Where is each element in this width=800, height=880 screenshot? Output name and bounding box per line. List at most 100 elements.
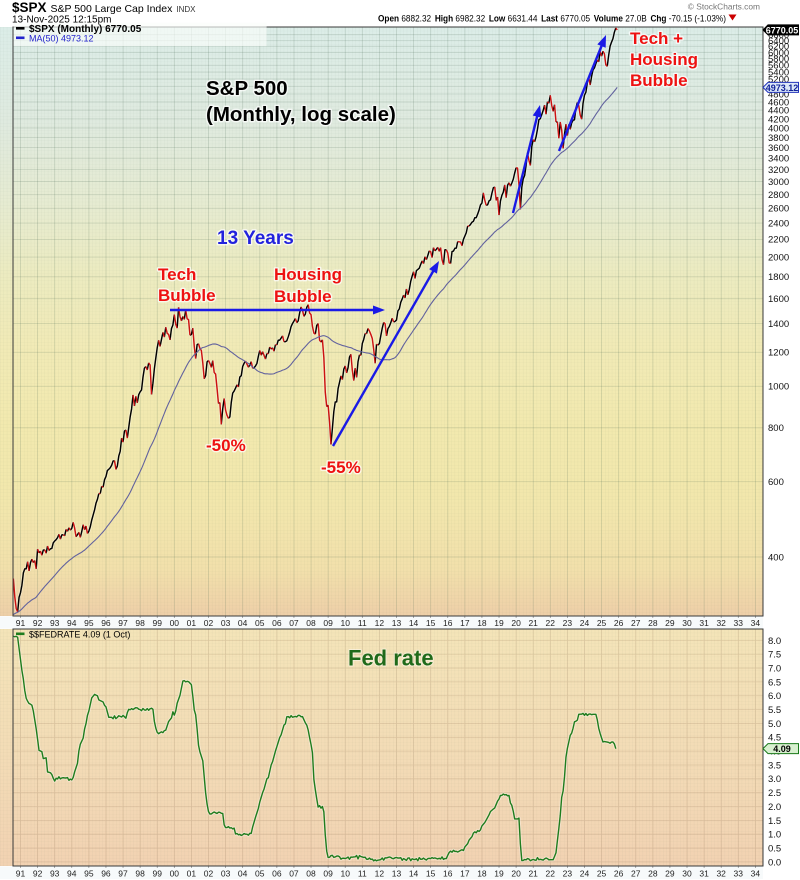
svg-text:7.5: 7.5 (768, 650, 781, 661)
svg-text:1000: 1000 (768, 382, 789, 393)
svg-text:97: 97 (118, 618, 128, 628)
svg-text:93: 93 (50, 618, 60, 628)
svg-text:3800: 3800 (768, 133, 789, 144)
svg-text:23: 23 (563, 618, 573, 628)
svg-text:4800: 4800 (768, 89, 789, 100)
svg-text:23: 23 (563, 869, 573, 879)
svg-text:97: 97 (118, 869, 128, 879)
svg-text:15: 15 (426, 869, 436, 879)
svg-text:6.5: 6.5 (768, 677, 781, 688)
svg-text:6.0: 6.0 (768, 691, 781, 702)
svg-text:800: 800 (768, 423, 784, 434)
svg-text:S&P 500: S&P 500 (206, 77, 288, 100)
svg-text:6400: 6400 (768, 36, 789, 47)
svg-text:3200: 3200 (768, 165, 789, 176)
svg-text:13: 13 (392, 618, 402, 628)
svg-text:6600: 6600 (768, 30, 789, 41)
svg-text:Fed rate: Fed rate (348, 646, 434, 671)
svg-text:00: 00 (170, 618, 180, 628)
svg-text:21: 21 (528, 869, 538, 879)
svg-text:22: 22 (546, 869, 556, 879)
svg-text:94: 94 (67, 618, 77, 628)
svg-text:18: 18 (477, 869, 487, 879)
svg-text:4400: 4400 (768, 106, 789, 117)
svg-text:3.0: 3.0 (768, 774, 781, 785)
svg-text:11: 11 (358, 618, 367, 628)
svg-text:22: 22 (546, 618, 556, 628)
svg-text:4000: 4000 (768, 123, 789, 134)
svg-text:1800: 1800 (768, 272, 789, 283)
svg-text:27: 27 (631, 618, 641, 628)
svg-text:2600: 2600 (768, 204, 789, 215)
svg-text:14: 14 (409, 618, 419, 628)
svg-text:04: 04 (238, 618, 248, 628)
svg-text:0.5: 0.5 (768, 843, 781, 854)
svg-text:03: 03 (221, 618, 231, 628)
svg-text:24: 24 (580, 869, 590, 879)
svg-text:6770.05: 6770.05 (766, 25, 799, 35)
svg-text:91: 91 (16, 618, 26, 628)
svg-text:03: 03 (221, 869, 231, 879)
svg-text:96: 96 (101, 618, 111, 628)
svg-text:600: 600 (768, 477, 784, 488)
svg-text:34: 34 (751, 869, 761, 879)
svg-text:6000: 6000 (768, 48, 789, 59)
svg-text:1.0: 1.0 (768, 830, 781, 841)
svg-text:18: 18 (477, 618, 487, 628)
svg-text:26: 26 (614, 618, 624, 628)
svg-text:1.5: 1.5 (768, 816, 781, 827)
svg-text:93: 93 (50, 869, 60, 879)
svg-text:96: 96 (101, 869, 111, 879)
svg-text:04: 04 (238, 869, 248, 879)
svg-text:5.5: 5.5 (768, 705, 781, 716)
svg-text:2400: 2400 (768, 219, 789, 230)
svg-text:34: 34 (751, 618, 761, 628)
svg-text:11: 11 (358, 869, 367, 879)
svg-text:0.0: 0.0 (768, 857, 781, 868)
svg-text:1600: 1600 (768, 294, 789, 305)
svg-text:15: 15 (426, 618, 436, 628)
svg-text:2000: 2000 (768, 252, 789, 263)
svg-text:6200: 6200 (768, 42, 789, 53)
svg-text:13-Nov-2025 12:15pm: 13-Nov-2025 12:15pm (12, 15, 112, 26)
svg-text:33: 33 (734, 869, 744, 879)
svg-text:20: 20 (511, 618, 521, 628)
svg-text:05: 05 (255, 618, 265, 628)
svg-text:25: 25 (597, 618, 607, 628)
svg-text:32: 32 (716, 869, 726, 879)
svg-text:12: 12 (375, 618, 385, 628)
svg-text:2200: 2200 (768, 235, 789, 246)
svg-text:09: 09 (323, 869, 333, 879)
svg-text:1400: 1400 (768, 319, 789, 330)
svg-text:4.5: 4.5 (768, 733, 781, 744)
svg-text:400: 400 (768, 552, 784, 563)
svg-text:3.5: 3.5 (768, 760, 781, 771)
svg-text:-50%: -50% (206, 436, 246, 455)
svg-text:17: 17 (460, 618, 470, 628)
svg-text:Housing: Housing (630, 50, 698, 69)
svg-text:30: 30 (682, 869, 692, 879)
svg-text:07: 07 (289, 869, 299, 879)
svg-text:01: 01 (187, 618, 197, 628)
svg-text:28: 28 (648, 618, 658, 628)
svg-text:3400: 3400 (768, 154, 789, 165)
svg-text:4200: 4200 (768, 114, 789, 125)
svg-text:24: 24 (580, 618, 590, 628)
svg-text:$$FEDRATE 4.09 (1 Oct): $$FEDRATE 4.09 (1 Oct) (29, 629, 130, 639)
svg-text:(Monthly, log scale): (Monthly, log scale) (206, 103, 396, 126)
svg-text:02: 02 (204, 869, 214, 879)
svg-text:5400: 5400 (768, 67, 789, 78)
svg-text:30: 30 (682, 618, 692, 628)
svg-text:31: 31 (699, 869, 709, 879)
svg-text:Bubble: Bubble (158, 286, 216, 305)
svg-text:16: 16 (443, 618, 453, 628)
svg-text:92: 92 (33, 869, 43, 879)
svg-text:2.5: 2.5 (768, 788, 781, 799)
svg-text:17: 17 (460, 869, 470, 879)
svg-text:91: 91 (16, 869, 26, 879)
svg-text:13 Years: 13 Years (217, 228, 294, 249)
svg-text:5200: 5200 (768, 74, 789, 85)
svg-text:5800: 5800 (768, 54, 789, 65)
svg-text:5.0: 5.0 (768, 719, 781, 730)
